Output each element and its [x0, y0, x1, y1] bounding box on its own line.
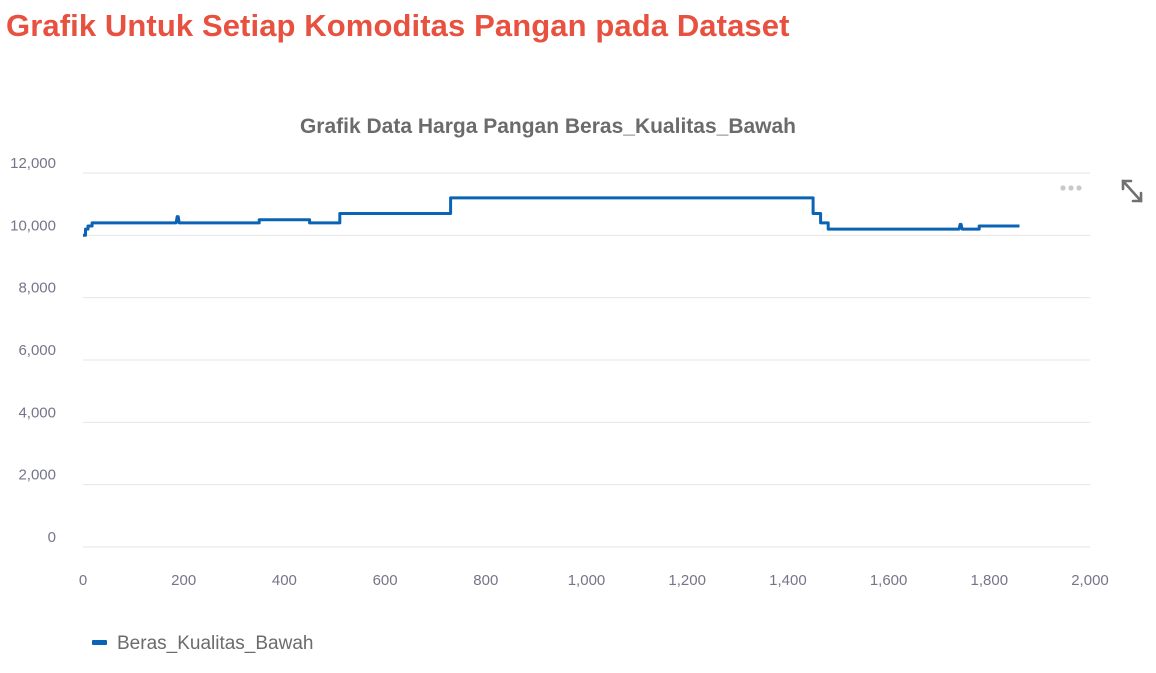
- expand-arrows-icon[interactable]: [1120, 178, 1146, 206]
- y-tick-label: 0: [48, 529, 56, 546]
- menu-dot: [1060, 185, 1066, 191]
- x-tick-label: 1,600: [870, 572, 908, 589]
- y-tick-label: 4,000: [18, 404, 56, 421]
- x-tick-label: 1,000: [568, 572, 606, 589]
- page-heading: Grafik Untuk Setiap Komoditas Pangan pad…: [6, 8, 790, 43]
- legend-swatch: [92, 640, 107, 645]
- grid-lines: [83, 172, 1090, 548]
- y-axis: 0 2,000 4,000 6,000 8,000 10,000 12,000: [10, 155, 56, 546]
- x-tick-label: 1,400: [769, 572, 807, 589]
- plot-area[interactable]: [83, 196, 1020, 237]
- x-tick-label: 0: [79, 572, 87, 589]
- y-tick-label: 8,000: [18, 280, 56, 297]
- x-tick-label: 400: [272, 572, 297, 589]
- x-tick-label: 1,800: [971, 572, 1009, 589]
- chart-title: Grafik Data Harga Pangan Beras_Kualitas_…: [300, 115, 796, 138]
- y-tick-label: 12,000: [10, 155, 56, 172]
- more-horizontal-icon[interactable]: [1058, 178, 1084, 198]
- x-tick-label: 800: [473, 572, 498, 589]
- x-tick-label: 1,200: [668, 572, 706, 589]
- x-tick-label: 2,000: [1071, 572, 1109, 589]
- series-line[interactable]: [83, 196, 1020, 237]
- menu-dot: [1076, 185, 1082, 191]
- menu-dot: [1068, 185, 1074, 191]
- x-tick-label: 600: [373, 572, 398, 589]
- y-tick-label: 2,000: [18, 467, 56, 484]
- legend-label[interactable]: Beras_Kualitas_Bawah: [117, 633, 313, 654]
- legend[interactable]: Beras_Kualitas_Bawah: [92, 633, 313, 654]
- x-tick-label: 200: [171, 572, 196, 589]
- y-tick-label: 6,000: [18, 342, 56, 359]
- y-tick-label: 10,000: [10, 217, 56, 234]
- x-axis: 0 200 400 600 800 1,000 1,200 1,400 1,600 1,800 2,…: [79, 572, 1109, 589]
